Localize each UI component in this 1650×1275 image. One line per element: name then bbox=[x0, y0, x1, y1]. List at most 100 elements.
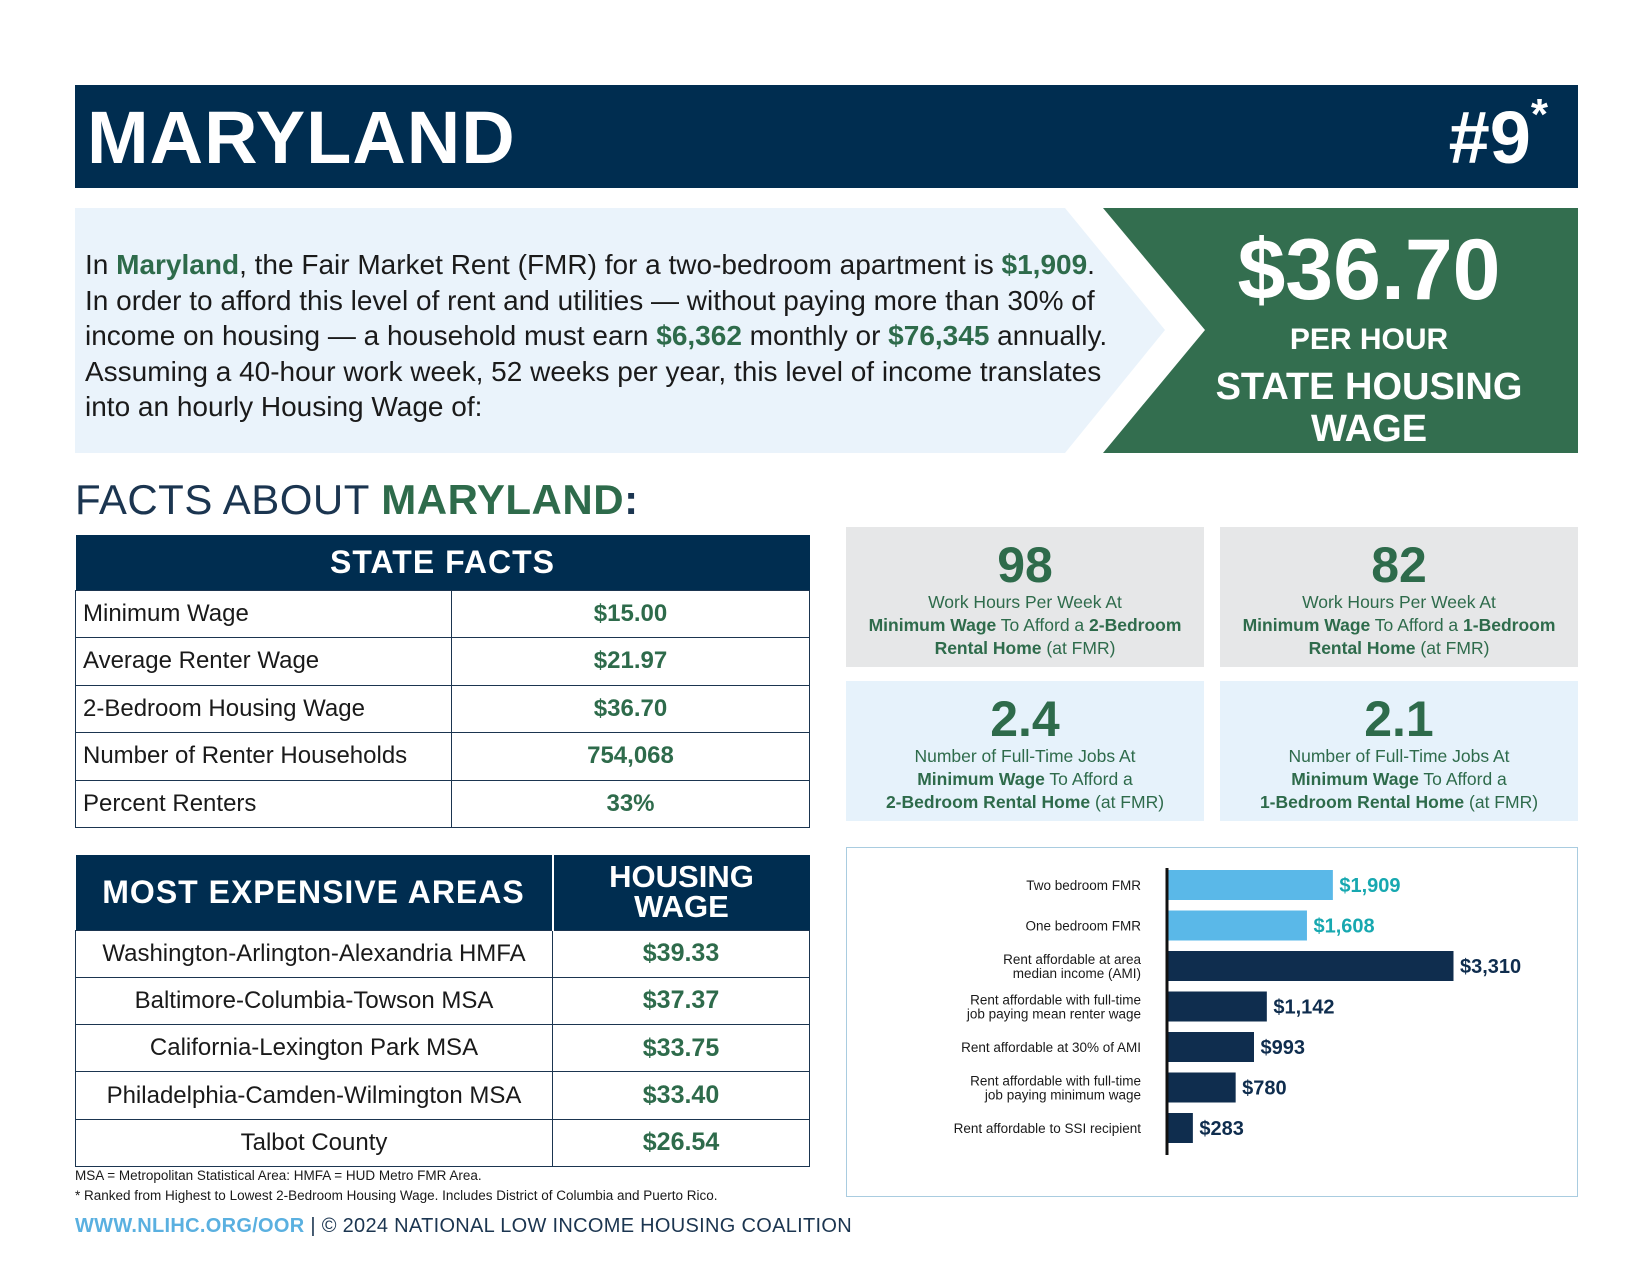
state-fact-label: 2-Bedroom Housing Wage bbox=[75, 684, 452, 733]
housing-wage-box: $36.70 PER HOUR STATE HOUSING WAGE bbox=[1160, 220, 1578, 450]
expensive-area-wage: $37.37 bbox=[552, 976, 810, 1026]
chart-bar bbox=[1168, 1072, 1236, 1103]
expensive-area-row: Talbot County $26.54 bbox=[75, 1118, 810, 1167]
chart-category-label: Rent affordable with full-time bbox=[970, 993, 1141, 1008]
state-fact-label: Minimum Wage bbox=[75, 589, 452, 638]
state-facts-header: STATE FACTS bbox=[75, 535, 810, 590]
stat-number: 98 bbox=[997, 537, 1053, 593]
expensive-area-wage: $26.54 bbox=[552, 1118, 810, 1167]
chart-bar bbox=[1168, 951, 1454, 981]
state-rank: #9* bbox=[1448, 90, 1548, 180]
stat-text: To Afford a bbox=[996, 615, 1090, 635]
intro-paragraph: In Maryland, the Fair Market Rent (FMR) … bbox=[85, 247, 1115, 425]
state-fact-label: Average Renter Wage bbox=[75, 637, 452, 686]
stat-description: Number of Full-Time Jobs At Minimum Wage … bbox=[1220, 745, 1578, 814]
intro-shapes bbox=[75, 208, 1578, 453]
chart-bar bbox=[1168, 1113, 1193, 1143]
chart-category-label: job paying minimum wage bbox=[984, 1088, 1141, 1103]
intro-state: Maryland bbox=[116, 249, 240, 280]
expensive-area-row: California-Lexington Park MSA $33.75 bbox=[75, 1024, 810, 1073]
housing-wage-header: HOUSING WAGE bbox=[552, 855, 810, 930]
facts-title-suffix: : bbox=[624, 476, 639, 523]
chart-value-label: $3,310 bbox=[1460, 956, 1521, 978]
expensive-area-name: Talbot County bbox=[75, 1118, 553, 1167]
chart-category-label: Rent affordable to SSI recipient bbox=[954, 1121, 1142, 1136]
state-fact-value: 754,068 bbox=[451, 732, 810, 781]
housing-wage-label: STATE HOUSING WAGE bbox=[1160, 366, 1578, 450]
housing-wage-amount: $36.70 bbox=[1237, 222, 1501, 318]
expensive-areas-table: MOST EXPENSIVE AREAS HOUSING WAGE Washing… bbox=[75, 855, 810, 1167]
chart-bar bbox=[1168, 910, 1307, 941]
chart-category-label: median income (AMI) bbox=[1013, 966, 1141, 981]
stat-description: Work Hours Per Week At Minimum Wage To Af… bbox=[846, 591, 1204, 660]
footer-copyright: | © 2024 NATIONAL LOW INCOME HOUSING COA… bbox=[304, 1215, 852, 1237]
state-fact-row: Average Renter Wage $21.97 bbox=[75, 637, 810, 686]
expensive-area-wage: $33.75 bbox=[552, 1024, 810, 1073]
footnote-rank: * Ranked from Highest to Lowest 2-Bedroo… bbox=[75, 1188, 718, 1203]
chart-bar bbox=[1168, 870, 1333, 900]
housing-wage-label-2: WAGE bbox=[1310, 408, 1428, 450]
stat-box: 2.4 Number of Full-Time Jobs At Minimum Wa… bbox=[846, 681, 1204, 821]
intro-text-5: annually. Assuming a 40-hour work week, … bbox=[85, 320, 1108, 422]
stat-text: (at FMR) bbox=[1041, 638, 1116, 658]
expensive-area-row: Washington-Arlington-Alexandria HMFA $39.… bbox=[75, 929, 810, 978]
rank-asterisk: * bbox=[1530, 90, 1548, 140]
housing-wage-panel bbox=[1103, 208, 1578, 453]
state-fact-value: $36.70 bbox=[451, 684, 810, 733]
state-fact-label: Percent Renters bbox=[75, 779, 452, 828]
stat-text: To Afford a bbox=[1044, 769, 1133, 789]
intro-text-3: . In order to afford this level of rent … bbox=[85, 249, 1095, 351]
facts-title-prefix: FACTS ABOUT bbox=[75, 476, 382, 523]
expensive-area-name: Philadelphia-Camden-Wilmington MSA bbox=[75, 1071, 553, 1120]
rank-value: #9 bbox=[1448, 96, 1531, 179]
footer-url[interactable]: WWW.NLIHC.ORG/OOR bbox=[75, 1215, 305, 1237]
expensive-area-name: Washington-Arlington-Alexandria HMFA bbox=[75, 929, 553, 978]
stat-text: (at FMR) bbox=[1090, 792, 1165, 812]
stat-bold: Minimum Wage bbox=[868, 615, 997, 635]
chart-value-label: $1,909 bbox=[1339, 875, 1400, 897]
footer-credit: WWW.NLIHC.ORG/OOR | © 2024 NATIONAL LOW … bbox=[75, 1215, 852, 1238]
stat-number: 82 bbox=[1371, 537, 1427, 593]
chart-value-label: $1,142 bbox=[1273, 997, 1334, 1019]
rent-bar-chart: $1,909 Two bedroom FMR $1,608 One bedroom F… bbox=[954, 868, 1521, 1155]
stat-line: Number of Full-Time Jobs At bbox=[1288, 746, 1510, 766]
stat-text: (at FMR) bbox=[1464, 792, 1539, 812]
housing-wage-header-1: HOUSING bbox=[609, 859, 754, 895]
chart-category-label: Two bedroom FMR bbox=[1026, 878, 1141, 893]
state-fact-value: 33% bbox=[451, 779, 810, 828]
state-facts-table: STATE FACTS Minimum Wage $15.00 Average Re… bbox=[75, 535, 810, 828]
intro-text-1: In bbox=[85, 249, 117, 280]
stat-line: Work Hours Per Week At bbox=[1302, 592, 1496, 612]
state-fact-row: Percent Renters 33% bbox=[75, 779, 810, 828]
footnote-msa: MSA = Metropolitan Statistical Area: HMF… bbox=[75, 1168, 482, 1183]
intro-monthly: $6,362 bbox=[656, 320, 742, 351]
stat-line: Work Hours Per Week At bbox=[928, 592, 1122, 612]
chart-category-label: job paying mean renter wage bbox=[966, 1007, 1141, 1022]
expensive-area-name: California-Lexington Park MSA bbox=[75, 1024, 553, 1073]
stat-bold: Rental Home bbox=[1308, 638, 1416, 658]
state-fact-row: Minimum Wage $15.00 bbox=[75, 589, 810, 638]
intro-arrow-panel bbox=[75, 208, 1165, 453]
state-fact-label: Number of Renter Households bbox=[75, 732, 452, 781]
stat-bold: Rental Home bbox=[934, 638, 1042, 658]
stat-bold: 1-Bedroom bbox=[1463, 615, 1556, 635]
state-fact-value: $15.00 bbox=[451, 589, 810, 638]
expensive-area-name: Baltimore-Columbia-Towson MSA bbox=[75, 976, 553, 1026]
chart-value-label: $1,608 bbox=[1313, 916, 1374, 938]
stat-text: (at FMR) bbox=[1415, 638, 1490, 658]
housing-wage-header-2: WAGE bbox=[634, 889, 729, 925]
chart-category-label: Rent affordable at 30% of AMI bbox=[961, 1040, 1141, 1055]
stat-text: To Afford a bbox=[1418, 769, 1507, 789]
stat-line: Number of Full-Time Jobs At bbox=[914, 746, 1136, 766]
stat-bold: 1-Bedroom Rental Home bbox=[1259, 792, 1465, 812]
rent-chart-box: $1,909 Two bedroom FMR $1,608 One bedroom F… bbox=[846, 847, 1578, 1197]
stat-number: 2.1 bbox=[1364, 691, 1434, 747]
stat-bold: 2-Bedroom Rental Home bbox=[885, 792, 1091, 812]
intro-text-2: , the Fair Market Rent (FMR) for a two-b… bbox=[239, 249, 1002, 280]
state-banner: MARYLAND #9* bbox=[75, 85, 1578, 188]
chart-category-label: One bedroom FMR bbox=[1025, 919, 1141, 934]
chart-category-label: Rent affordable at area bbox=[1003, 952, 1141, 967]
stat-bold: Minimum Wage bbox=[1242, 615, 1371, 635]
intro-annual: $76,345 bbox=[888, 320, 990, 351]
stat-box: 98 Work Hours Per Week At Minimum Wage To … bbox=[846, 527, 1204, 667]
